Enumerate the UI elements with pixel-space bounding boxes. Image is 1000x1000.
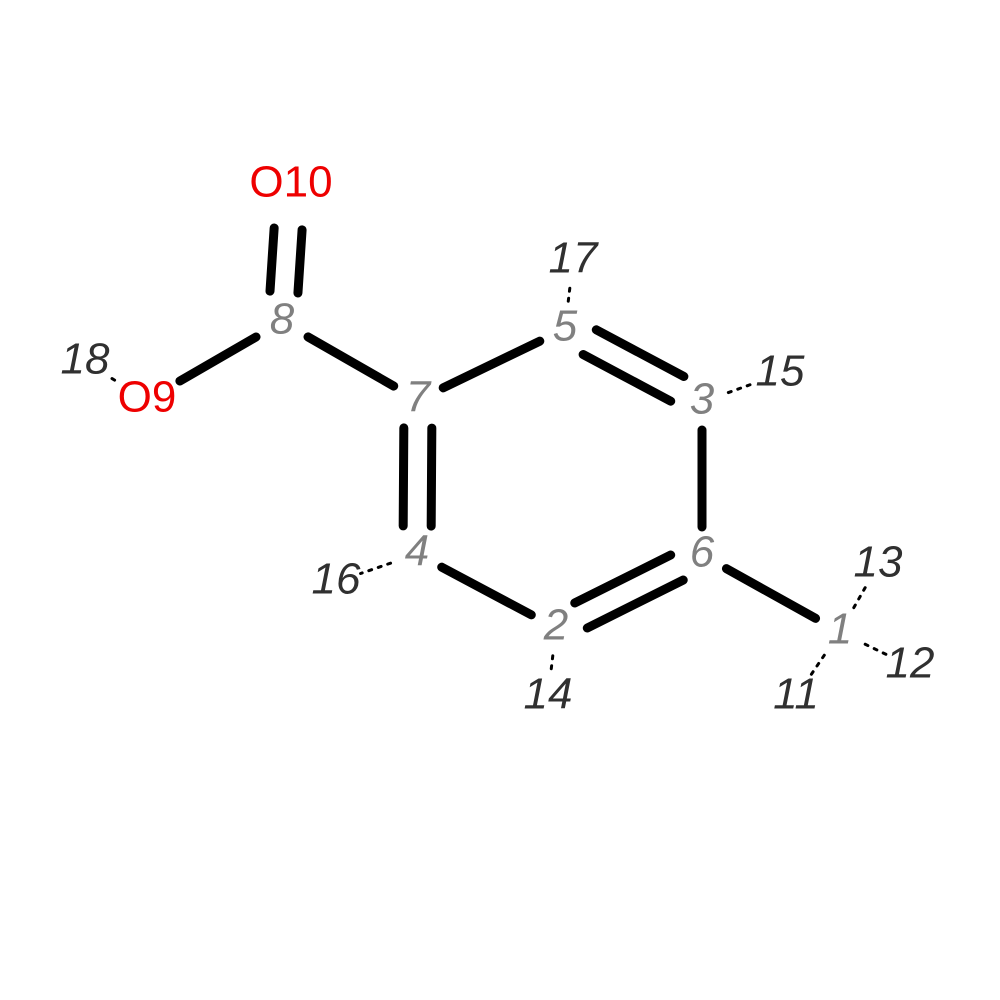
atom-label-12: 12 bbox=[886, 639, 935, 688]
atom-label-18: 18 bbox=[61, 335, 110, 384]
molecule-diagram: 8 7 5 3 6 2 4 1 O9 O10 17 15 16 14 18 11 12 13 bbox=[0, 0, 1000, 1000]
bond-line bbox=[854, 588, 865, 608]
atom-label-1: 1 bbox=[828, 605, 852, 654]
bond-line bbox=[443, 341, 540, 388]
bond-line bbox=[298, 230, 302, 293]
bond-line bbox=[568, 287, 570, 301]
atom-label-7: 7 bbox=[406, 373, 432, 422]
bond-line bbox=[180, 337, 256, 381]
atom-label-14: 14 bbox=[524, 670, 573, 719]
bond-line bbox=[865, 644, 886, 654]
atom-label-5: 5 bbox=[553, 302, 578, 351]
bond-line bbox=[726, 569, 815, 619]
bond-line bbox=[270, 228, 274, 291]
bond-line bbox=[308, 337, 394, 386]
atom-label-O9: O9 bbox=[118, 373, 177, 422]
atom-label-4: 4 bbox=[405, 527, 429, 576]
atom-label-3: 3 bbox=[690, 375, 715, 424]
bond-line bbox=[403, 428, 404, 526]
atom-label-15: 15 bbox=[756, 347, 805, 396]
atom-label-O10: O10 bbox=[249, 158, 332, 207]
atom-label-11: 11 bbox=[773, 670, 819, 719]
atom-label-13: 13 bbox=[854, 538, 903, 587]
bond-line bbox=[728, 383, 755, 393]
atom-label-16: 16 bbox=[312, 555, 361, 604]
atom-label-17: 17 bbox=[549, 234, 599, 283]
bond-line bbox=[442, 567, 532, 615]
atom-label-8: 8 bbox=[270, 295, 295, 344]
atom-label-2: 2 bbox=[543, 601, 568, 650]
atom-label-6: 6 bbox=[690, 528, 715, 577]
bond-line bbox=[361, 563, 391, 573]
bond-line bbox=[431, 428, 432, 526]
